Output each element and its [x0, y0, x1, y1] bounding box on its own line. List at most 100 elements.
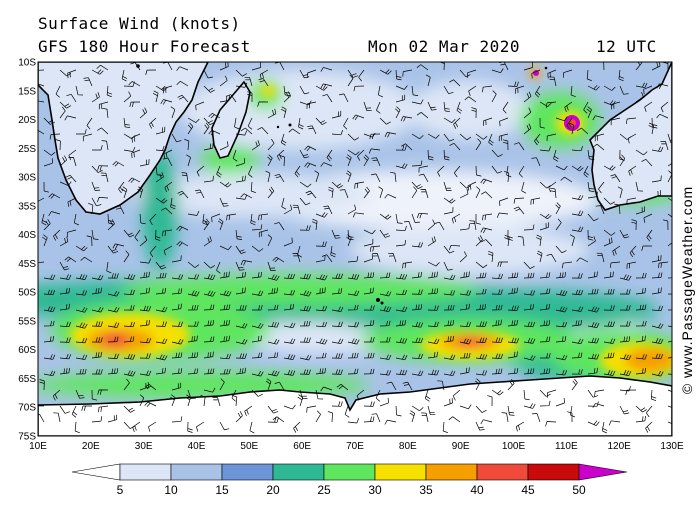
wind-barb [43, 336, 54, 343]
wind-barb [330, 245, 336, 258]
wind-barb [570, 85, 576, 98]
wind-barb [251, 335, 262, 343]
wind-barb [283, 289, 296, 296]
wind-barb [137, 186, 143, 199]
wind-barb [363, 254, 373, 263]
wind-barb [299, 69, 310, 79]
lat-tick-label: 75S [18, 432, 36, 443]
wind-barb [97, 197, 109, 203]
wind-barb [635, 149, 648, 156]
wind-barb [162, 157, 173, 167]
wind-barb [112, 243, 125, 250]
wind-barb [487, 395, 493, 407]
wind-barb [651, 255, 662, 263]
wind-barb [491, 90, 497, 103]
wind-barb [603, 352, 615, 359]
wind-barb [459, 133, 472, 141]
wind-barb [411, 405, 424, 412]
wind-barb [203, 117, 215, 126]
lon-tick-label: 110E [555, 441, 578, 452]
wind-barb [618, 69, 624, 82]
wind-barb [521, 181, 527, 194]
wind-barb [219, 290, 232, 297]
wind-barb [571, 145, 584, 152]
wind-barb [312, 218, 318, 231]
wind-barb [427, 149, 434, 161]
wind-barb [267, 370, 280, 377]
wind-barb [274, 222, 285, 231]
wind-barb [539, 303, 550, 311]
wind-barb [283, 273, 296, 280]
wind-barb [226, 213, 237, 221]
wind-barb [609, 261, 621, 268]
wind-barb [530, 197, 541, 205]
wind-barb [427, 261, 440, 267]
wind-barb [454, 165, 461, 178]
wind-barb [299, 369, 311, 375]
lon-tick-label: 70E [346, 441, 364, 452]
wind-barb [626, 261, 637, 269]
wind-barb [507, 379, 515, 391]
legend-label: 30 [368, 483, 382, 497]
wind-barb [395, 85, 408, 90]
wind-barb [443, 305, 455, 311]
wind-barb [139, 370, 152, 376]
wind-barb [539, 288, 551, 295]
wind-barb [176, 225, 189, 232]
wind-barb [219, 197, 229, 207]
wind-barb [274, 381, 285, 391]
wind-barb [212, 396, 221, 407]
wind-field [38, 62, 672, 436]
wind-barb [643, 213, 653, 223]
wind-barb [523, 403, 536, 409]
wind-barb [459, 271, 470, 279]
wind-barb [219, 141, 229, 151]
map-title: Surface Wind (knots) [38, 14, 241, 33]
wind-barb [299, 149, 310, 159]
wind-barb [443, 274, 456, 281]
wind-barb [145, 69, 157, 75]
wind-barb [235, 130, 248, 136]
wind-barb [123, 405, 135, 413]
wind-barb [283, 303, 294, 311]
wind-barb [571, 273, 583, 279]
wind-barb [571, 319, 582, 327]
wind-barb [81, 405, 92, 411]
wind-barb [619, 274, 632, 281]
wind-barb [378, 186, 384, 199]
wind-barb [59, 106, 66, 119]
wind-barb [475, 304, 487, 311]
wind-barb [411, 337, 424, 344]
wind-barb [449, 79, 461, 87]
wind-barb [320, 67, 333, 72]
wind-barb [235, 69, 247, 77]
wind-barb [139, 353, 151, 359]
wind-barb [545, 101, 557, 108]
wind-barb [75, 354, 88, 360]
wind-barb [491, 273, 504, 280]
wind-barb [379, 354, 392, 360]
lat-tick-label: 15S [18, 86, 36, 97]
wind-barb [80, 256, 93, 263]
wind-barb [459, 353, 471, 359]
wind-barb [475, 337, 487, 343]
wind-barb [513, 206, 525, 215]
wind-barb [400, 116, 413, 122]
wind-barb [216, 165, 222, 178]
wind-barb [491, 389, 504, 396]
wind-barb [571, 369, 583, 375]
lon-tick-label: 120E [607, 441, 631, 452]
wind-barb [395, 273, 408, 280]
wind-barb [38, 100, 45, 103]
wind-barb [283, 322, 296, 329]
wind-barb [610, 117, 621, 126]
lat-tick-label: 70S [18, 403, 36, 414]
wind-barb [667, 421, 672, 424]
wind-barb [379, 229, 391, 238]
lon-tick-label: 40E [188, 441, 206, 452]
wind-barb [280, 133, 287, 146]
wind-barb [219, 245, 232, 251]
wind-barb [358, 69, 365, 82]
wind-barb [427, 321, 439, 327]
wind-barb [443, 133, 455, 142]
